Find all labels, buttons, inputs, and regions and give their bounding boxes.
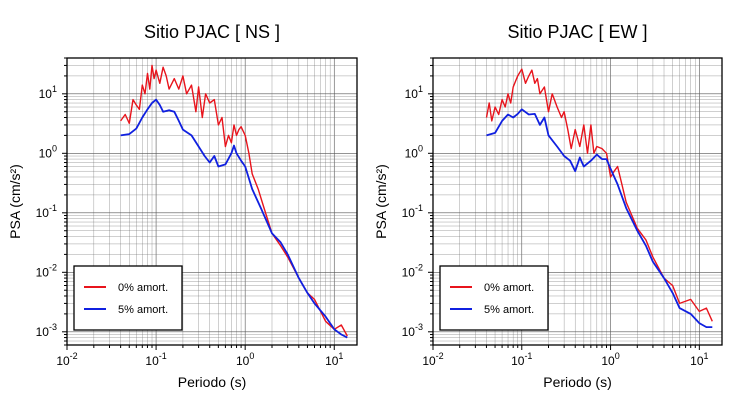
- y-tick-label: 10-1: [36, 203, 57, 220]
- legend-box: [439, 265, 549, 331]
- series-line-1: [120, 64, 348, 337]
- y-tick-label: 10-2: [36, 262, 57, 279]
- legend-label-1: 0% amort.: [118, 282, 168, 294]
- x-axis-label: Periodo (s): [178, 374, 246, 390]
- x-tick-label: 101: [690, 351, 708, 368]
- y-tick-label: 10-1: [402, 203, 423, 220]
- chart-title: Sitio PJAC [ NS ]: [144, 22, 280, 42]
- y-tick-label: 10-3: [36, 322, 57, 339]
- y-axis-label: PSA (cm/s²): [373, 164, 389, 239]
- legend-label-2: 5% amort.: [118, 304, 168, 316]
- x-tick-label: 100: [236, 351, 254, 368]
- y-tick-label: 10-3: [402, 322, 423, 339]
- x-tick-label: 100: [601, 351, 619, 368]
- x-tick-label: 10-1: [145, 351, 166, 368]
- chart-title: Sitio PJAC [ EW ]: [507, 22, 647, 42]
- legend-label-2: 5% amort.: [484, 304, 534, 316]
- legend: 0% amort. 5% amort.: [439, 265, 549, 331]
- legend-label-1: 0% amort.: [484, 282, 534, 294]
- x-tick-label: 10-1: [511, 351, 532, 368]
- chart-panel-1: 10-2 10-1 100 101 10-3 10-2 10-1 100 101 Sitio PJ…: [7, 22, 358, 390]
- legend: 0% amort. 5% amort.: [73, 265, 183, 331]
- x-tick-label: 10-2: [56, 351, 77, 368]
- series-line-2: [486, 108, 713, 328]
- y-tick-label: 100: [39, 143, 57, 160]
- x-tick-label: 10-2: [422, 351, 443, 368]
- plot-frame: [66, 57, 358, 346]
- series-line-2: [120, 98, 348, 339]
- plot-frame: [432, 57, 723, 346]
- x-axis-label: Periodo (s): [543, 374, 611, 390]
- y-tick-label: 101: [405, 84, 423, 101]
- y-tick-label: 10-2: [402, 262, 423, 279]
- series-line-1: [485, 68, 713, 322]
- y-axis-label: PSA (cm/s²): [7, 164, 23, 239]
- y-tick-label: 101: [39, 84, 57, 101]
- legend-box: [73, 265, 183, 331]
- y-tick-label: 100: [405, 143, 423, 160]
- x-tick-label: 101: [325, 351, 343, 368]
- chart-panel-2: 10-2 10-1 100 101 10-3 10-2 10-1 100 101 Sitio PJ…: [373, 22, 723, 390]
